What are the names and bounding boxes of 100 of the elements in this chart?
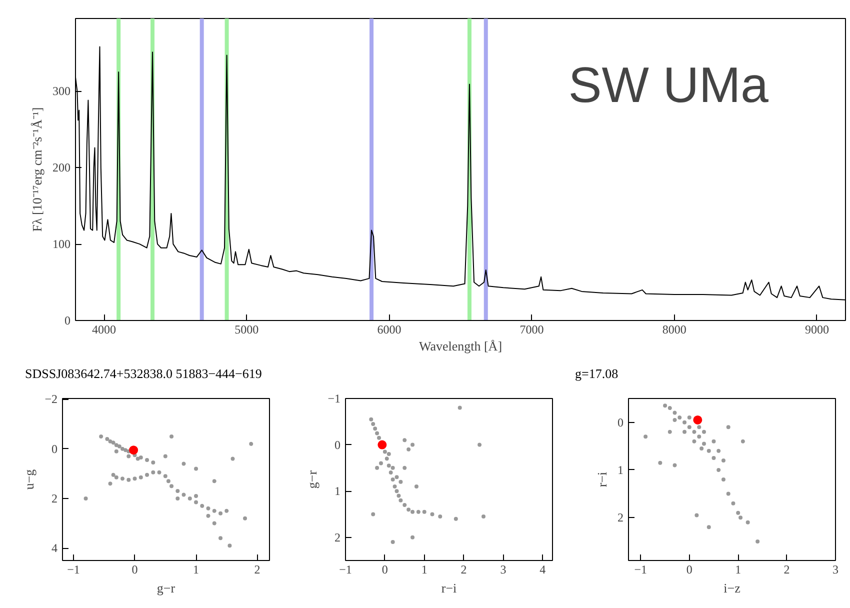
point xyxy=(218,536,223,540)
x-tick-label: 0 xyxy=(132,562,138,576)
y-tick-label: 0 xyxy=(618,415,624,430)
point xyxy=(398,498,403,502)
point xyxy=(382,450,387,454)
point xyxy=(132,476,137,481)
y-tick-label: −1 xyxy=(328,392,341,406)
point xyxy=(378,461,383,466)
point xyxy=(414,484,418,488)
point xyxy=(151,460,156,465)
point xyxy=(138,475,143,480)
y-axis-title: Fλ [10⁻¹⁷erg cm⁻²s⁻¹Å⁻¹] xyxy=(30,107,44,232)
point xyxy=(668,406,672,410)
point xyxy=(746,520,750,524)
point xyxy=(738,516,743,520)
x-tick-label: −1 xyxy=(67,562,80,576)
point xyxy=(218,511,223,516)
point xyxy=(136,456,140,461)
point xyxy=(394,475,399,480)
point xyxy=(111,440,116,445)
x-tick-label: 3 xyxy=(500,562,506,576)
point xyxy=(478,442,482,447)
point xyxy=(721,458,726,462)
point xyxy=(224,508,229,513)
point xyxy=(687,416,692,420)
x-axis-title: r−i xyxy=(441,580,458,596)
point xyxy=(390,478,395,482)
point xyxy=(194,466,198,471)
point xyxy=(166,479,170,484)
point xyxy=(145,472,150,477)
point xyxy=(422,510,426,514)
point xyxy=(182,462,186,466)
y-tick-label: −2 xyxy=(44,392,58,406)
point xyxy=(212,521,216,526)
point xyxy=(692,439,696,444)
point xyxy=(402,466,407,470)
point xyxy=(163,454,168,458)
point xyxy=(157,470,162,474)
point xyxy=(129,446,138,455)
point xyxy=(700,446,704,451)
point xyxy=(682,420,687,424)
point xyxy=(694,513,699,518)
x-tick-label: 2 xyxy=(254,562,260,576)
point xyxy=(658,460,662,465)
point xyxy=(672,410,677,415)
x-tick-label: 6000 xyxy=(377,322,402,336)
point xyxy=(120,446,125,451)
point xyxy=(126,454,131,458)
point xyxy=(712,439,716,444)
point xyxy=(194,494,198,498)
annotation: SW UMa xyxy=(568,56,769,113)
x-tick-label: 4000 xyxy=(92,322,116,336)
y-tick-label: 0 xyxy=(334,438,340,452)
y-axis-title: g−r xyxy=(304,470,320,489)
point xyxy=(377,436,382,440)
point xyxy=(386,464,391,468)
x-tick-label: 0 xyxy=(382,562,388,576)
point xyxy=(482,514,486,519)
point xyxy=(706,448,711,453)
point xyxy=(438,514,442,519)
point xyxy=(228,544,232,548)
point xyxy=(114,443,118,448)
point xyxy=(663,404,668,408)
point xyxy=(692,430,696,434)
x-axis-title: i−z xyxy=(724,580,741,596)
point xyxy=(206,506,210,510)
point xyxy=(410,535,415,540)
point xyxy=(394,489,399,494)
y-axis-title: r−i xyxy=(594,471,610,488)
x-tick-label: 3 xyxy=(832,562,838,576)
y-tick-label: 0 xyxy=(52,442,58,456)
point xyxy=(206,514,210,518)
x-tick-label: 8000 xyxy=(662,322,686,336)
point xyxy=(390,540,395,544)
y-tick-label: 2 xyxy=(52,491,58,506)
point xyxy=(249,442,254,446)
point xyxy=(369,417,374,422)
point xyxy=(114,475,118,480)
point xyxy=(682,430,687,434)
point xyxy=(230,456,235,461)
point xyxy=(726,425,730,430)
point xyxy=(697,425,702,430)
point xyxy=(644,434,648,439)
point xyxy=(402,502,407,507)
point xyxy=(697,434,702,439)
point xyxy=(668,430,672,434)
x-tick-label: 1 xyxy=(735,562,742,576)
x-tick-label: 5000 xyxy=(234,322,259,336)
x-tick-label: 1 xyxy=(193,562,200,576)
y-tick-label: 4 xyxy=(52,541,58,556)
point xyxy=(117,444,122,448)
point xyxy=(111,472,116,477)
x-axis-title: g−r xyxy=(156,580,176,596)
y-tick-label: 100 xyxy=(52,237,70,252)
point xyxy=(721,478,726,482)
y-tick-label: 200 xyxy=(52,160,70,175)
point xyxy=(396,494,401,498)
point xyxy=(182,492,186,497)
x-tick-label: 0 xyxy=(686,562,692,576)
point xyxy=(176,489,180,494)
